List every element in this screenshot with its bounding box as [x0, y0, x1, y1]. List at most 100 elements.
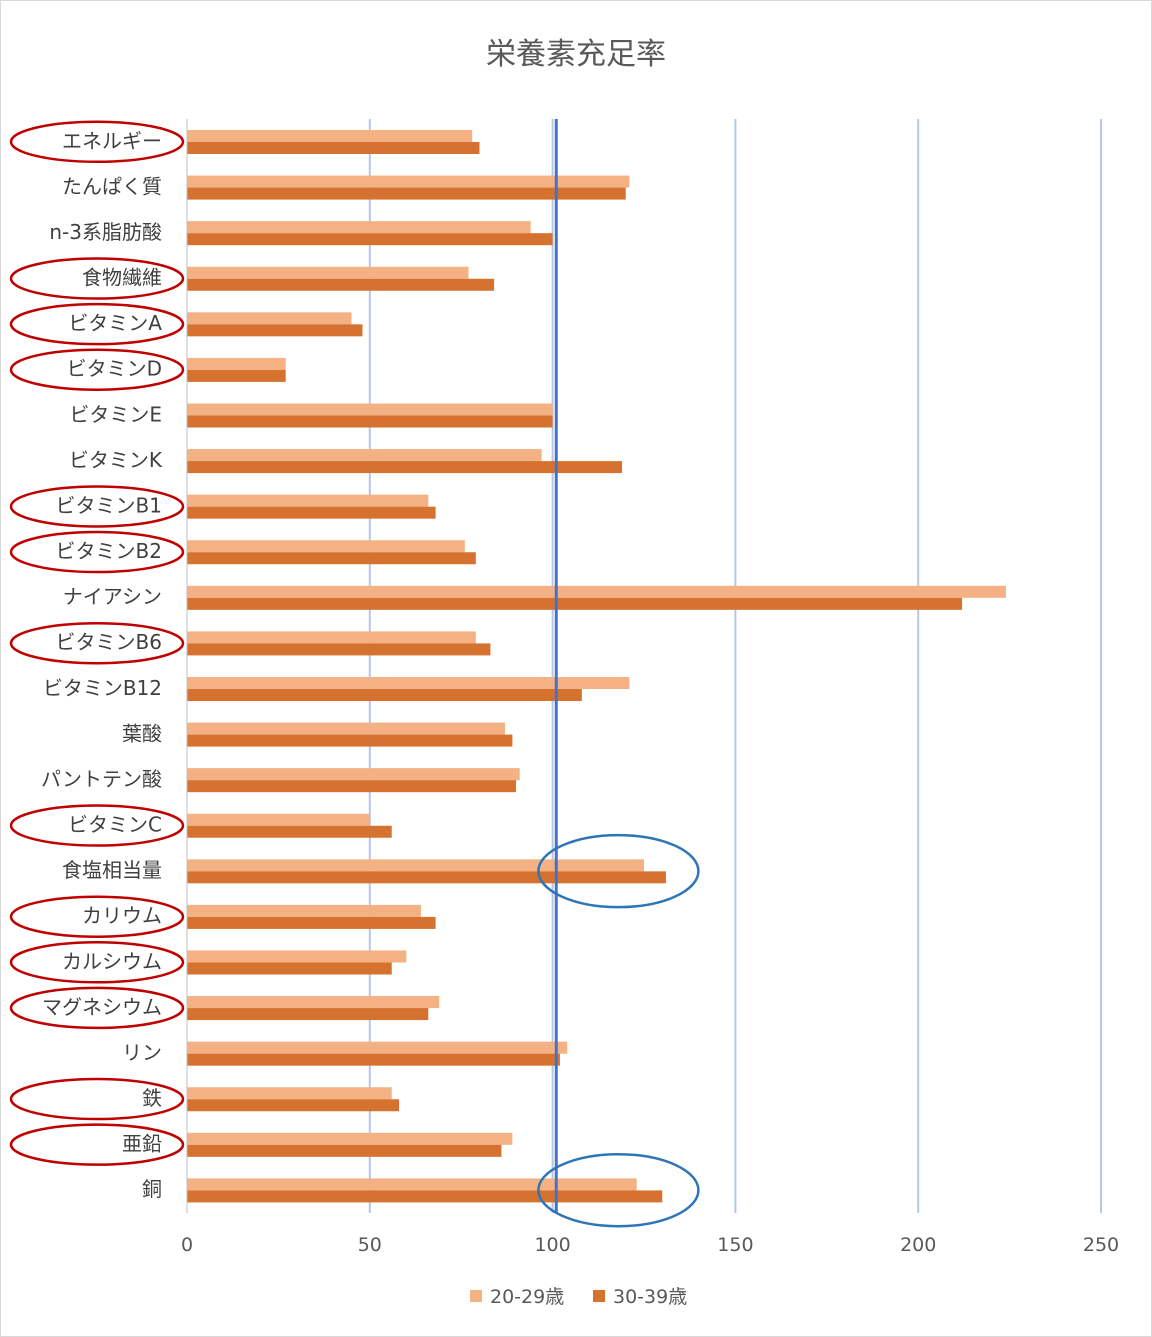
bar	[187, 461, 623, 474]
category-label: ビタミンB6	[56, 630, 162, 654]
bar	[187, 266, 469, 279]
gridlines	[368, 119, 1102, 1213]
bar	[187, 643, 491, 656]
bar	[187, 825, 392, 838]
legend-label-20-29: 20-29歳	[490, 1286, 564, 1308]
x-tick-label: 250	[1083, 1234, 1119, 1256]
category-label: ビタミンE	[69, 402, 162, 426]
x-tick-label: 0	[181, 1234, 193, 1256]
bar	[187, 187, 626, 200]
category-label: 食物繊維	[82, 266, 162, 290]
bar	[187, 916, 436, 929]
bar	[187, 734, 513, 747]
bar	[187, 996, 440, 1009]
x-tick-label: 50	[358, 1234, 382, 1256]
bar	[187, 1099, 400, 1112]
legend-swatch-30-39	[593, 1290, 605, 1302]
bar	[187, 904, 421, 917]
category-label: 銅	[142, 1177, 162, 1201]
bar	[187, 722, 506, 735]
category-label: ビタミンB12	[43, 676, 162, 700]
bar	[187, 689, 582, 701]
category-label: パントテン酸	[41, 767, 162, 791]
blue-highlight-circle	[537, 1152, 700, 1228]
red-highlight-circle	[9, 804, 185, 847]
bar	[187, 1053, 560, 1066]
bar	[187, 950, 407, 963]
category-label: 葉酸	[122, 721, 162, 745]
bar	[187, 768, 520, 781]
bar	[187, 1178, 637, 1191]
red-highlight-circle	[9, 941, 185, 984]
bar	[187, 221, 531, 234]
bar	[187, 369, 286, 382]
bar	[187, 859, 644, 872]
bar	[187, 357, 286, 370]
red-highlight-circle	[9, 120, 185, 164]
bar	[187, 1087, 392, 1100]
category-label: ビタミンK	[69, 448, 163, 472]
red-highlight-circle	[9, 530, 185, 574]
bar	[187, 540, 465, 553]
bar	[187, 506, 436, 519]
x-tick-label: 150	[717, 1234, 753, 1256]
category-label: ビタミンA	[68, 311, 162, 335]
category-label: カリウム	[82, 904, 162, 928]
bar	[187, 1144, 502, 1157]
bar	[187, 233, 553, 246]
red-highlight-circle	[9, 257, 185, 300]
category-label: カルシウム	[62, 949, 162, 973]
bar	[187, 278, 495, 291]
x-tick-label: 200	[900, 1234, 936, 1256]
blue-highlight-circle	[537, 833, 700, 909]
x-tick-label: 100	[534, 1234, 570, 1256]
category-label: リン	[122, 1040, 162, 1064]
red-highlight-circle	[9, 895, 185, 938]
bar	[187, 1041, 568, 1054]
bar	[187, 312, 352, 325]
bar	[187, 585, 1006, 598]
legend-label-30-39: 30-39歳	[613, 1286, 687, 1308]
category-label: n-3系脂肪酸	[49, 220, 162, 244]
red-highlight-circle	[9, 1077, 185, 1121]
bars	[187, 130, 1006, 1203]
bar	[187, 871, 666, 884]
bar	[187, 449, 542, 462]
category-label: ビタミンC	[68, 813, 162, 837]
bar	[187, 552, 476, 565]
bar	[187, 1132, 513, 1145]
bar	[187, 677, 630, 689]
red-highlight-circle	[9, 621, 185, 665]
bar	[187, 780, 517, 793]
bar	[187, 175, 630, 188]
bar	[187, 1008, 429, 1021]
bar	[187, 631, 476, 644]
red-highlight-circle	[9, 986, 185, 1030]
category-label: 亜鉛	[122, 1132, 162, 1156]
bar	[187, 403, 553, 416]
category-label: エネルギー	[62, 129, 162, 153]
category-label: 食塩相当量	[62, 858, 162, 882]
red-highlight-circle	[9, 485, 185, 528]
bar	[187, 130, 473, 142]
bar	[187, 962, 392, 975]
highlight-circles	[9, 120, 700, 1228]
bar	[187, 142, 480, 154]
x-tick-labels: 0 50 100 150 200 250	[181, 1234, 1119, 1256]
category-label: ナイアシン	[63, 585, 162, 609]
red-highlight-circle	[9, 302, 185, 346]
category-label: ビタミンD	[67, 357, 162, 381]
red-highlight-circle	[9, 348, 185, 391]
chart-title: 栄養素充足率	[486, 37, 666, 72]
bar	[187, 415, 553, 428]
category-label: 鉄	[142, 1086, 162, 1110]
bar	[187, 494, 429, 507]
category-label: ビタミンB2	[56, 539, 162, 563]
bar	[187, 1190, 663, 1203]
category-label: たんぱく質	[62, 174, 162, 198]
red-highlight-circle	[9, 1123, 185, 1166]
legend-swatch-20-29	[470, 1290, 482, 1302]
bar	[187, 324, 363, 337]
